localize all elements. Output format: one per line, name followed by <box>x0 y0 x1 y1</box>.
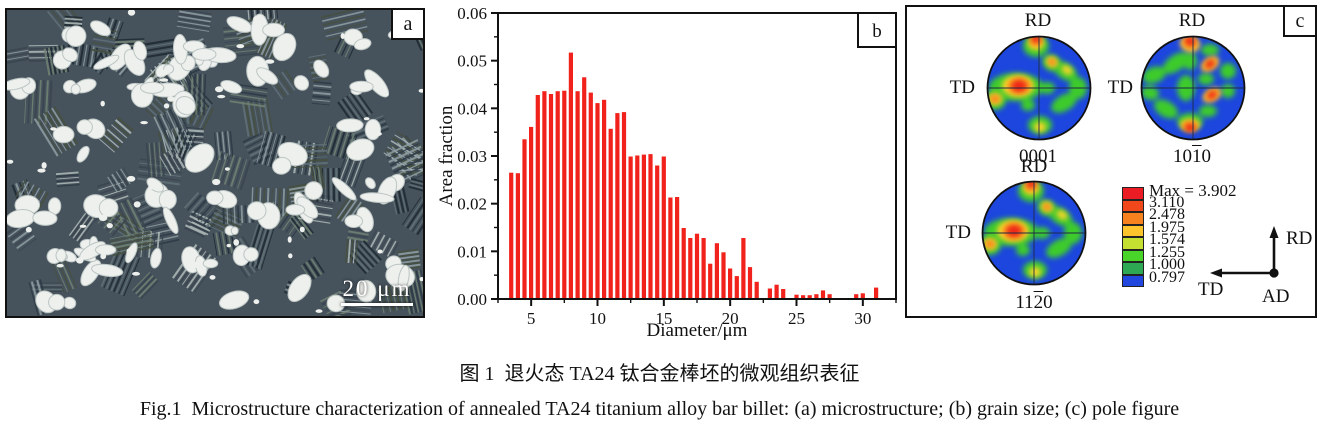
legend-row: Max = 3.902 <box>1122 182 1237 200</box>
legend-swatch <box>1122 187 1144 200</box>
pf1-hkl-label: 0001 <box>1019 146 1057 167</box>
alpha-grains <box>7 10 423 314</box>
legend-row: 1.574 <box>1122 232 1237 250</box>
pole-figure-1010 <box>1140 35 1246 141</box>
svg-text:15: 15 <box>655 309 672 328</box>
legend-swatch <box>1122 262 1144 275</box>
svg-text:0.06: 0.06 <box>457 4 487 23</box>
pole-figure-0001 <box>986 35 1092 141</box>
rd-arrowhead-icon <box>1269 226 1279 238</box>
pf2-td-label: TD <box>1107 77 1133 98</box>
svg-text:0.01: 0.01 <box>457 242 487 261</box>
axes <box>491 12 897 306</box>
legend-row: 1.000 <box>1122 257 1237 275</box>
legend-label: 2.478 <box>1149 206 1185 223</box>
legend-swatch <box>1122 224 1144 237</box>
y-axis-label: Area fraction <box>438 105 457 206</box>
legend-label: 0.797 <box>1149 268 1185 286</box>
legend-row: 3.110 <box>1122 194 1237 212</box>
panel-c-label: c <box>1283 5 1317 37</box>
scale-bar-text: 20 μm <box>342 276 412 301</box>
panel-b-label: b <box>872 21 882 42</box>
panel-c-pole-figures: RD TD 0001 RD TD 1010 RD TD 1120 Max = 3… <box>905 5 1317 318</box>
pf3-td-label: TD <box>945 222 971 243</box>
legend-row: 2.478 <box>1122 207 1237 225</box>
caption-english: Fig.1 Microstructure characterization of… <box>139 398 1180 420</box>
legend-label: 1.000 <box>1149 256 1185 273</box>
legend-swatch <box>1122 274 1144 287</box>
svg-text:25: 25 <box>788 309 805 328</box>
legend-row: 1.255 <box>1122 244 1237 262</box>
svg-text:0.03: 0.03 <box>457 147 487 166</box>
svg-text:30: 30 <box>854 309 871 328</box>
caption-chinese: 图 1 退火态 TA24 钛合金棒坯的微观组织表征 <box>459 363 860 385</box>
svg-text:0.05: 0.05 <box>457 52 487 71</box>
panel-b-label-box <box>857 12 897 48</box>
panel-b-grain-size-chart: 5 10 15 20 25 30 0.00 0.01 0.02 0.03 0.04 0.05 0.06 D… <box>438 4 897 340</box>
legend-label: 1.255 <box>1149 243 1185 261</box>
pole-figure-1120 <box>981 180 1087 286</box>
pf3-hkl-label: 1120 <box>1015 292 1053 313</box>
svg-text:0.02: 0.02 <box>457 195 487 214</box>
td-arrowhead-icon <box>1210 268 1222 278</box>
legend-swatch <box>1122 199 1144 212</box>
triad-rd-label: RD <box>1286 228 1313 249</box>
triad-td-label: TD <box>1198 279 1224 300</box>
legend-swatch <box>1122 249 1144 262</box>
histogram-bars <box>509 52 879 300</box>
pf2-rd-label: RD <box>1178 10 1206 31</box>
legend-swatch <box>1122 212 1144 225</box>
svg-text:10: 10 <box>589 309 606 328</box>
svg-text:20: 20 <box>722 309 739 328</box>
pf3-rd-label: RD <box>1020 156 1048 177</box>
pf1-td-label: TD <box>949 77 975 98</box>
panel-a-micrograph: a 20 μm <box>5 8 425 318</box>
legend-row: 0.797 <box>1122 269 1237 287</box>
svg-text:0.04: 0.04 <box>457 99 487 118</box>
scale-bar: 20 μm <box>341 276 413 306</box>
direction-triad <box>1210 226 1279 278</box>
pf2-hkl-label: 1010 <box>1173 146 1211 167</box>
x-axis-label: Diameter/μm <box>647 320 748 340</box>
svg-text:0.00: 0.00 <box>457 290 487 309</box>
svg-text:5: 5 <box>527 309 536 328</box>
legend-swatch <box>1122 237 1144 250</box>
scale-bar-line <box>341 303 413 306</box>
legend-label: 1.975 <box>1149 218 1185 236</box>
axis-tick-labels: 5 10 15 20 25 30 0.00 0.01 0.02 0.03 0.04 0.05 0.06 D… <box>438 4 871 340</box>
legend-label: Max = 3.902 <box>1149 181 1237 200</box>
legend-row: 1.975 <box>1122 219 1237 237</box>
panel-a-label: a <box>391 8 425 40</box>
plot-frame <box>497 12 897 300</box>
ad-origin-dot <box>1269 268 1279 278</box>
legend-label: 3.110 <box>1149 193 1185 211</box>
legend-label: 1.574 <box>1149 231 1185 248</box>
pole-figure-legend: Max = 3.902 3.110 2.478 1.975 1.574 1.255 1.00… <box>1122 182 1237 287</box>
pf1-rd-label: RD <box>1024 10 1052 31</box>
triad-ad-label: AD <box>1262 286 1290 307</box>
micrograph-image <box>7 10 423 316</box>
